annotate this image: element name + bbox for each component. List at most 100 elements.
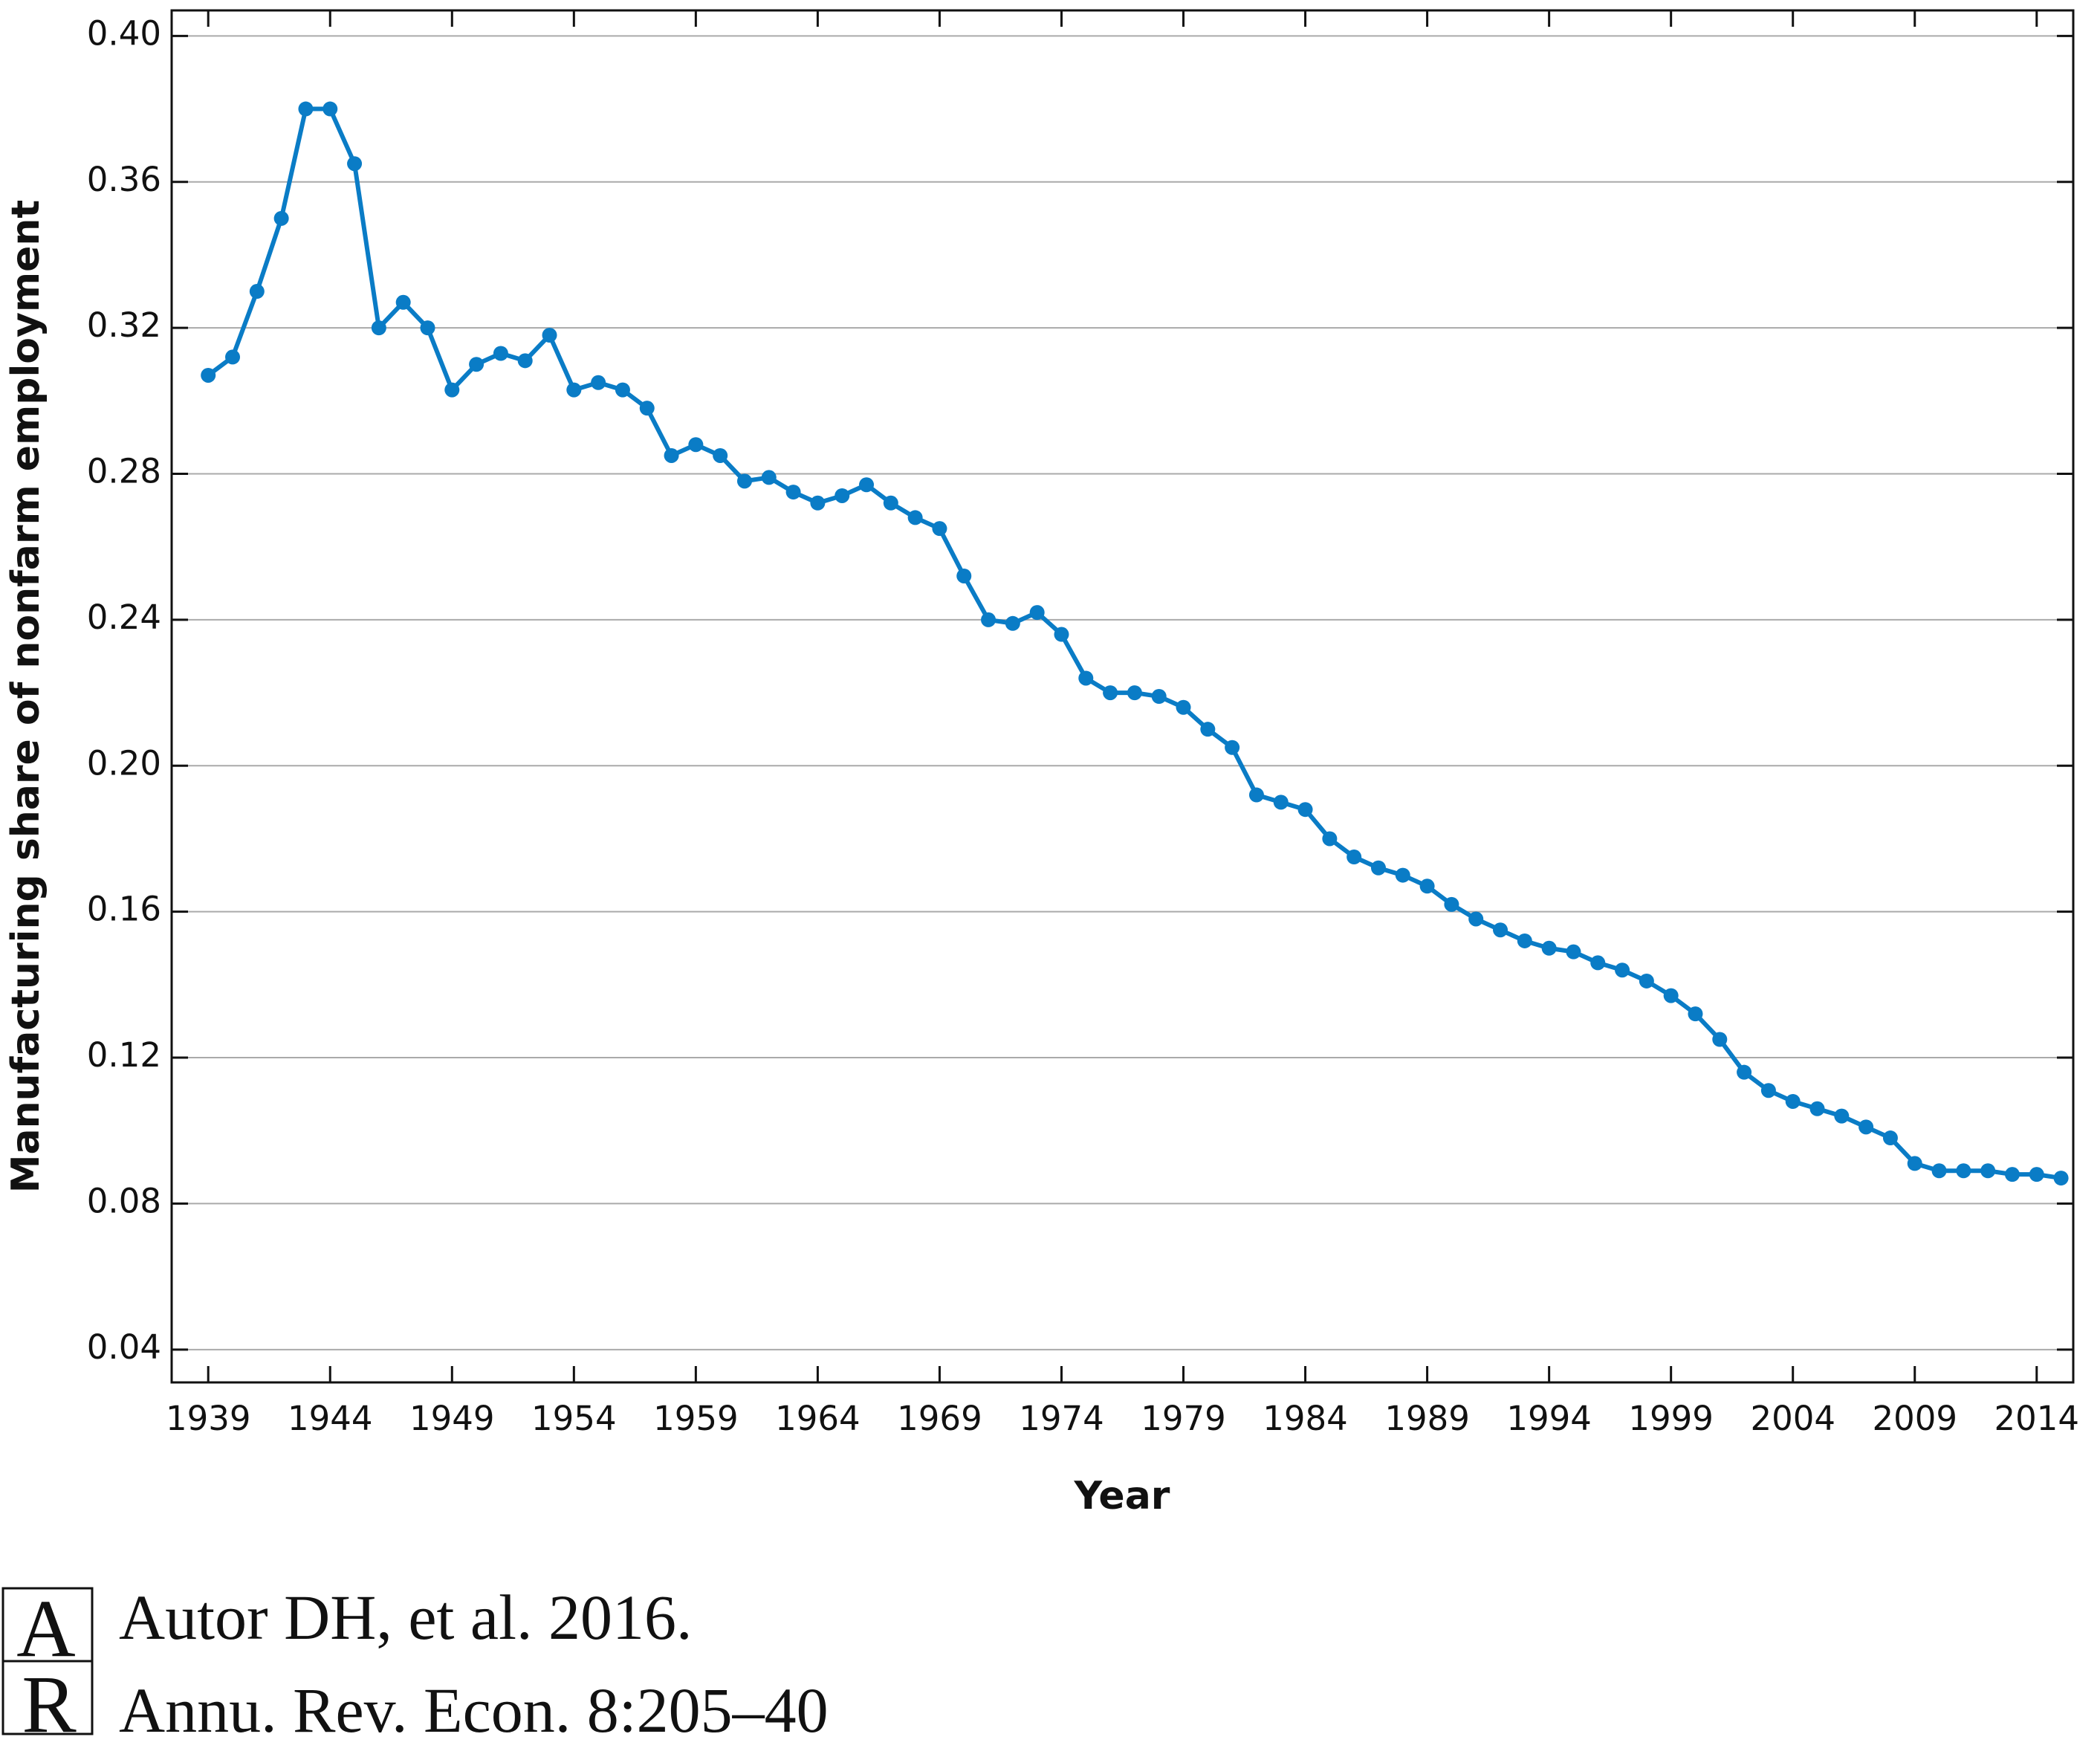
marker bbox=[1931, 1163, 1947, 1179]
y-tick-label: 0.40 bbox=[87, 13, 161, 53]
marker bbox=[1273, 795, 1289, 810]
marker bbox=[1346, 850, 1362, 865]
marker bbox=[835, 488, 850, 503]
marker bbox=[859, 477, 875, 493]
x-tick-label: 1994 bbox=[1506, 1399, 1592, 1438]
marker bbox=[664, 447, 679, 463]
marker bbox=[810, 495, 826, 511]
marker bbox=[932, 521, 947, 537]
marker bbox=[1590, 955, 1606, 971]
marker bbox=[201, 367, 216, 383]
marker bbox=[2053, 1171, 2069, 1186]
y-tick-label: 0.08 bbox=[87, 1181, 161, 1220]
marker bbox=[1005, 615, 1020, 631]
y-tick-label: 0.12 bbox=[87, 1035, 161, 1075]
marker bbox=[688, 437, 704, 453]
y-tick-label: 0.36 bbox=[87, 160, 161, 199]
marker bbox=[1370, 860, 1386, 876]
x-tick-label: 1944 bbox=[288, 1399, 373, 1438]
citation: Annu. Rev. Econ. 8:205–40 bbox=[119, 1675, 829, 1746]
x-tick-label: 1984 bbox=[1263, 1399, 1348, 1438]
marker bbox=[1809, 1101, 1825, 1116]
marker bbox=[1980, 1163, 1996, 1179]
marker bbox=[1127, 685, 1142, 701]
x-tick-label: 1959 bbox=[653, 1399, 739, 1438]
marker bbox=[615, 382, 630, 398]
marker bbox=[395, 294, 411, 310]
marker bbox=[1103, 685, 1118, 701]
marker bbox=[225, 349, 241, 365]
marker bbox=[469, 357, 485, 372]
x-tick-label: 1954 bbox=[531, 1399, 617, 1438]
x-tick-label: 2004 bbox=[1750, 1399, 1835, 1438]
y-tick-label: 0.16 bbox=[87, 890, 161, 929]
marker bbox=[1688, 1006, 1703, 1022]
marker bbox=[1419, 878, 1435, 894]
marker bbox=[1200, 722, 1216, 737]
marker bbox=[298, 101, 314, 117]
marker bbox=[1151, 689, 1167, 704]
marker bbox=[1054, 627, 1069, 642]
marker bbox=[1541, 940, 1557, 956]
marker bbox=[639, 401, 655, 416]
marker bbox=[566, 382, 582, 398]
x-tick-label: 1989 bbox=[1384, 1399, 1470, 1438]
y-tick-label: 0.20 bbox=[87, 743, 161, 783]
marker bbox=[591, 375, 606, 390]
marker bbox=[1517, 933, 1532, 948]
marker bbox=[907, 510, 923, 525]
y-tick-label: 0.04 bbox=[87, 1327, 161, 1367]
marker bbox=[1663, 988, 1679, 1003]
marker bbox=[1615, 962, 1630, 978]
marker bbox=[883, 495, 898, 511]
y-tick-label: 0.28 bbox=[87, 452, 161, 491]
marker bbox=[1566, 944, 1581, 960]
marker bbox=[493, 346, 508, 361]
marker bbox=[1444, 896, 1459, 912]
marker bbox=[542, 327, 557, 343]
marker bbox=[956, 568, 972, 583]
marker bbox=[1225, 740, 1240, 755]
y-tick-label: 0.24 bbox=[87, 598, 161, 637]
marker bbox=[761, 470, 777, 485]
marker bbox=[1858, 1119, 1874, 1135]
marker bbox=[1834, 1108, 1850, 1124]
marker bbox=[1712, 1032, 1728, 1047]
marker bbox=[1907, 1156, 1922, 1171]
plot-frame bbox=[170, 9, 2075, 1384]
x-tick-label: 1999 bbox=[1628, 1399, 1714, 1438]
x-tick-label: 1969 bbox=[897, 1399, 982, 1438]
marker bbox=[347, 156, 363, 172]
line bbox=[207, 106, 2062, 1181]
marker bbox=[1297, 802, 1313, 818]
marker bbox=[713, 447, 728, 463]
marker bbox=[2004, 1167, 2020, 1182]
marker bbox=[249, 284, 265, 300]
marker bbox=[1639, 973, 1654, 988]
x-tick-label: 2014 bbox=[1994, 1399, 2080, 1438]
marker bbox=[1176, 699, 1191, 715]
marker bbox=[1395, 867, 1410, 883]
marker bbox=[1029, 605, 1045, 621]
marker bbox=[371, 320, 386, 336]
marker bbox=[420, 320, 435, 336]
x-tick-label: 1964 bbox=[775, 1399, 861, 1438]
marker bbox=[1322, 831, 1338, 847]
y-axis-title: Manufacturing share of nonfarm employmen… bbox=[4, 200, 48, 1194]
y-tick-label: 0.32 bbox=[87, 305, 161, 345]
marker bbox=[2029, 1167, 2044, 1182]
marker bbox=[444, 382, 460, 398]
marker bbox=[1493, 922, 1508, 938]
x-tick-label: 1949 bbox=[409, 1399, 495, 1438]
marker bbox=[1785, 1093, 1801, 1109]
x-tick-label: 2009 bbox=[1872, 1399, 1957, 1438]
citation: Autor DH, et al. 2016. bbox=[119, 1582, 692, 1653]
x-axis-title: Year bbox=[1074, 1474, 1170, 1518]
marker bbox=[273, 210, 289, 226]
marker bbox=[736, 473, 752, 489]
marker bbox=[785, 485, 801, 500]
marker bbox=[1737, 1064, 1752, 1080]
marker bbox=[1956, 1163, 1971, 1179]
marker bbox=[1882, 1130, 1898, 1146]
